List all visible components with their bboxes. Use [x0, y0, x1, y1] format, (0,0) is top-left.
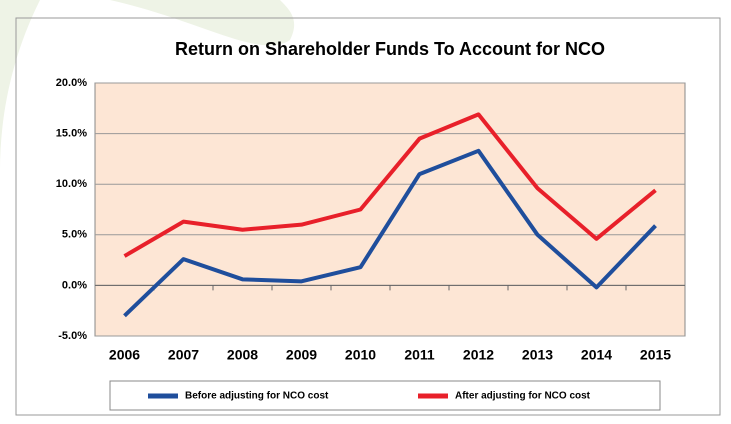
x-tick-label: 2006	[109, 347, 140, 363]
x-tick-label: 2009	[286, 347, 317, 363]
y-tick-label: 15.0%	[56, 128, 87, 140]
series-line	[123, 148, 657, 318]
legend-label: Before adjusting for NCO cost	[185, 391, 329, 402]
y-tick-label: 5.0%	[62, 229, 87, 241]
x-tick-label: 2011	[404, 347, 435, 363]
chart-frame	[15, 17, 721, 416]
y-tick-label: 10.0%	[56, 178, 87, 190]
decoration	[0, 0, 295, 170]
y-tick-label: -5.0%	[58, 330, 87, 342]
series-line	[123, 112, 657, 258]
legend-label: After adjusting for NCO cost	[455, 391, 591, 402]
x-tick-label: 2014	[581, 347, 612, 363]
legend	[109, 380, 661, 411]
x-tick-label: 2007	[168, 347, 199, 363]
y-tick-label: 0.0%	[62, 279, 87, 291]
chart-title: Return on Shareholder Funds To Account f…	[175, 39, 605, 59]
plot-area	[94, 82, 686, 337]
x-tick-label: 2013	[522, 347, 553, 363]
x-tick-label: 2010	[345, 347, 376, 363]
x-tick-label: 2015	[640, 347, 671, 363]
y-tick-label: 20.0%	[56, 77, 87, 89]
x-tick-label: 2012	[463, 347, 494, 363]
x-tick-label: 2008	[227, 347, 258, 363]
